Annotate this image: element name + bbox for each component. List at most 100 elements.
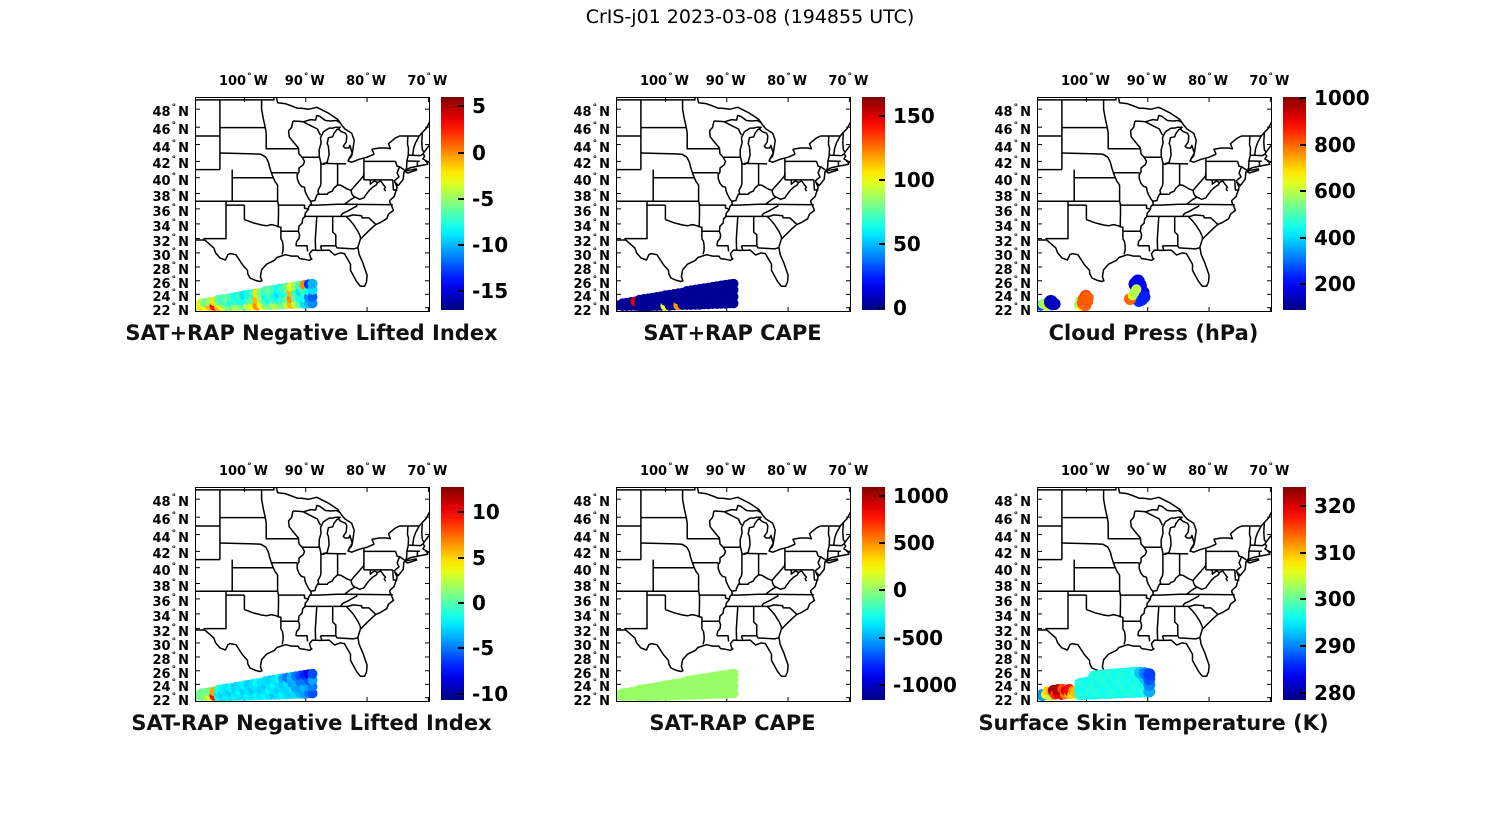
- colorbar-tick-mark: [879, 494, 885, 497]
- lat-tick-label: 48° N: [141, 490, 189, 511]
- state-border-line: [1246, 558, 1260, 564]
- state-border-line: [713, 114, 762, 124]
- state-border-line: [1114, 567, 1121, 576]
- state-border-line: [260, 99, 267, 128]
- lat-tick-label: 28° N: [983, 648, 1031, 669]
- state-border-line: [203, 201, 227, 240]
- lat-tick-label: 44° N: [562, 136, 610, 157]
- state-border-line: [731, 562, 786, 592]
- degree-symbol: °: [1013, 577, 1019, 588]
- state-border-line: [278, 616, 284, 645]
- degree-symbol: °: [1145, 72, 1151, 82]
- degree-symbol: °: [171, 246, 177, 257]
- axis-ticks: [617, 488, 850, 701]
- state-border-line: [1134, 114, 1183, 124]
- state-border-line: [681, 99, 688, 128]
- state-border-line: [1120, 226, 1126, 255]
- degree-symbol: °: [592, 528, 598, 539]
- state-border-line: [756, 245, 780, 250]
- lat-tick-label: 26° N: [141, 662, 189, 683]
- colorbar-tick-label: 0: [893, 296, 907, 321]
- state-border-line: [829, 543, 845, 547]
- degree-symbol: °: [1013, 561, 1019, 572]
- state-border-line: [743, 162, 768, 165]
- state-border-line: [319, 245, 323, 251]
- lon-tick-label: 70° W: [813, 69, 883, 90]
- state-border-line: [1134, 504, 1183, 514]
- state-border-line: [219, 542, 267, 548]
- lat-tick-label: 38° N: [562, 575, 610, 596]
- colorbar-tick-mark: [879, 636, 885, 639]
- lat-tick-label: 34° N: [141, 605, 189, 626]
- state-border-line: [264, 517, 299, 540]
- colorbar-tick-label: 280: [1314, 680, 1356, 705]
- lon-tick-value: 80: [1188, 464, 1207, 479]
- colorbar-tick-label: 5: [472, 94, 486, 119]
- state-border-line: [1158, 163, 1164, 195]
- state-border-line: [272, 567, 279, 576]
- state-border-line: [340, 214, 377, 226]
- lat-tick-label: 38° N: [141, 575, 189, 596]
- degree-symbol: °: [171, 217, 177, 228]
- lat-tick-unit: N: [599, 123, 610, 139]
- state-border-line: [1137, 635, 1151, 642]
- colorbar-tick-label: 0: [893, 578, 907, 603]
- state-border-line: [203, 591, 227, 630]
- lon-tick-value: 90: [284, 74, 303, 89]
- lat-tick-unit: N: [599, 234, 610, 250]
- lon-tick-unit: W: [1095, 74, 1110, 89]
- lon-tick-value: 70: [407, 74, 426, 89]
- lat-tick-value: 46: [152, 123, 171, 139]
- lat-tick-unit: N: [178, 234, 189, 250]
- state-border-line: [764, 586, 777, 595]
- lat-tick-label: 24° N: [983, 285, 1031, 306]
- lat-tick-label: 30° N: [562, 634, 610, 655]
- degree-symbol: °: [1013, 260, 1019, 271]
- lat-tick-label: 44° N: [983, 526, 1031, 547]
- lat-tick-unit: N: [599, 624, 610, 640]
- lat-tick-value: 30: [152, 638, 171, 654]
- degree-symbol: °: [592, 622, 598, 633]
- lat-tick-unit: N: [599, 204, 610, 220]
- colorbar-tick-mark: [458, 290, 464, 293]
- lon-tick-label: 100° W: [208, 459, 278, 480]
- lat-tick-unit: N: [1020, 204, 1031, 220]
- state-border-line: [421, 133, 425, 153]
- colorbar-tick-label: 310: [1314, 540, 1356, 565]
- lat-tick-value: 42: [152, 157, 171, 173]
- state-border-line: [752, 216, 758, 246]
- lat-tick-unit: N: [599, 173, 610, 189]
- state-border-line: [758, 128, 774, 162]
- us-state-borders: [1038, 98, 1271, 287]
- lon-tick-value: 100: [218, 74, 247, 89]
- state-border-line: [1129, 120, 1155, 246]
- degree-symbol: °: [592, 187, 598, 198]
- degree-symbol: °: [1013, 121, 1019, 132]
- state-border-line: [340, 204, 358, 217]
- state-border-line: [319, 635, 323, 641]
- state-border-line: [1061, 542, 1109, 548]
- state-border-line: [1187, 216, 1204, 239]
- colorbar-tick-label: 200: [1314, 272, 1356, 297]
- degree-symbol: °: [724, 462, 730, 472]
- degree-symbol: °: [171, 664, 177, 675]
- degree-symbol: °: [1013, 217, 1019, 228]
- lat-tick-label: 32° N: [983, 620, 1031, 641]
- colorbar-tick-mark: [879, 589, 885, 592]
- degree-symbol: °: [171, 577, 177, 588]
- lat-tick-label: 38° N: [983, 575, 1031, 596]
- state-border-line: [310, 562, 365, 592]
- state-border-line: [1151, 593, 1187, 596]
- lat-tick-label: 46° N: [141, 508, 189, 529]
- lat-tick-unit: N: [178, 173, 189, 189]
- state-border-line: [287, 120, 313, 246]
- lat-tick-unit: N: [1020, 513, 1031, 529]
- lat-tick-label: 24° N: [141, 675, 189, 696]
- lat-tick-label: 48° N: [983, 490, 1031, 511]
- lat-tick-unit: N: [1020, 680, 1031, 696]
- state-border-line: [697, 201, 701, 227]
- colorbar-tick-label: -500: [893, 625, 944, 650]
- state-border-line: [766, 606, 783, 629]
- state-border-line: [1160, 516, 1183, 556]
- lat-tick-value: 42: [573, 547, 592, 563]
